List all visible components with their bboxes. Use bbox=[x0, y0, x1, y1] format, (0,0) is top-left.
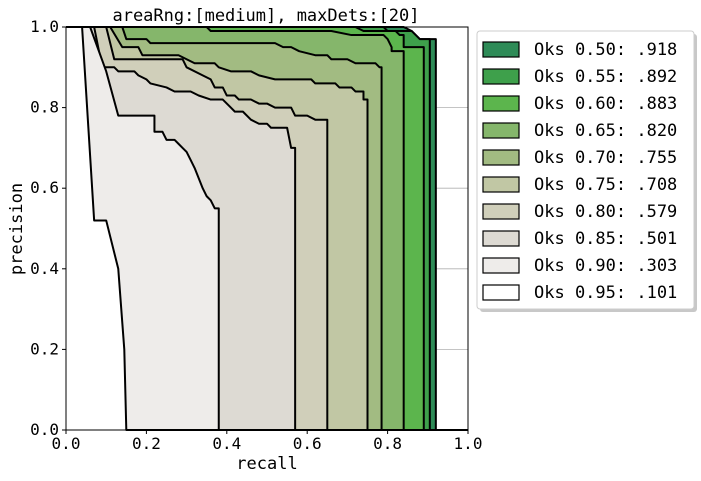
legend-swatch bbox=[482, 176, 520, 193]
pr-curve-6 bbox=[66, 26, 468, 431]
y-tick-label: 1.0 bbox=[30, 17, 59, 36]
legend-swatch bbox=[482, 230, 520, 247]
x-axis-label: recall bbox=[236, 454, 297, 474]
pr-curve-5 bbox=[66, 26, 468, 431]
pr-curve-2 bbox=[66, 26, 468, 431]
pr-curve-7 bbox=[66, 26, 468, 431]
x-tick-label: 0.0 bbox=[52, 434, 81, 453]
x-tick-label: 0.4 bbox=[212, 434, 241, 453]
legend-swatch bbox=[482, 257, 520, 274]
y-axis-label: precision bbox=[7, 183, 27, 275]
pr-curve-4 bbox=[66, 26, 468, 431]
y-axis: 0.0 0.2 0.4 0.6 0.8 1.0 bbox=[30, 17, 66, 439]
legend-swatch bbox=[482, 95, 520, 112]
x-axis: 0.0 0.2 0.4 0.6 0.8 1.0 bbox=[52, 430, 483, 453]
pr-curve-3 bbox=[66, 26, 468, 431]
legend-label: Oks 0.95: .101 bbox=[534, 283, 677, 303]
y-tick-label: 0.8 bbox=[30, 98, 59, 117]
legend-swatch bbox=[482, 68, 520, 85]
chart-title: areaRng:[medium], maxDets:[20] bbox=[112, 6, 419, 26]
legend-label: Oks 0.85: .501 bbox=[534, 229, 677, 249]
legend-swatch bbox=[482, 41, 520, 58]
legend-swatch bbox=[482, 149, 520, 166]
x-tick-label: 0.6 bbox=[293, 434, 322, 453]
legend-label: Oks 0.65: .820 bbox=[534, 121, 677, 141]
legend: Oks 0.50: .918 Oks 0.55: .892 Oks 0.60: .8… bbox=[476, 30, 697, 312]
legend-label: Oks 0.50: .918 bbox=[534, 40, 677, 60]
legend-swatch bbox=[482, 122, 520, 139]
x-tick-label: 1.0 bbox=[454, 434, 483, 453]
y-tick-label: 0.6 bbox=[30, 178, 59, 197]
legend-box bbox=[476, 30, 695, 310]
legend-swatch bbox=[482, 203, 520, 220]
y-tick-label: 0.4 bbox=[30, 259, 59, 278]
legend-label: Oks 0.55: .892 bbox=[534, 67, 677, 87]
legend-label: Oks 0.70: .755 bbox=[534, 148, 677, 168]
pr-areas bbox=[66, 26, 468, 431]
x-tick-label: 0.8 bbox=[373, 434, 402, 453]
pr-curve-1 bbox=[66, 26, 468, 431]
pr-area-9 bbox=[66, 27, 127, 430]
legend-label: Oks 0.90: .303 bbox=[534, 256, 677, 276]
legend-label: Oks 0.60: .883 bbox=[534, 94, 677, 114]
pr-curve-9 bbox=[66, 26, 468, 431]
legend-label: Oks 0.75: .708 bbox=[534, 175, 677, 195]
pr-curve-8 bbox=[66, 26, 468, 431]
legend-swatch bbox=[482, 284, 520, 301]
x-tick-label: 0.2 bbox=[132, 434, 161, 453]
legend-label: Oks 0.80: .579 bbox=[534, 202, 677, 222]
plot-frame bbox=[65, 26, 469, 431]
y-tick-label: 0.2 bbox=[30, 339, 59, 358]
y-tick-label: 0.0 bbox=[30, 420, 59, 439]
